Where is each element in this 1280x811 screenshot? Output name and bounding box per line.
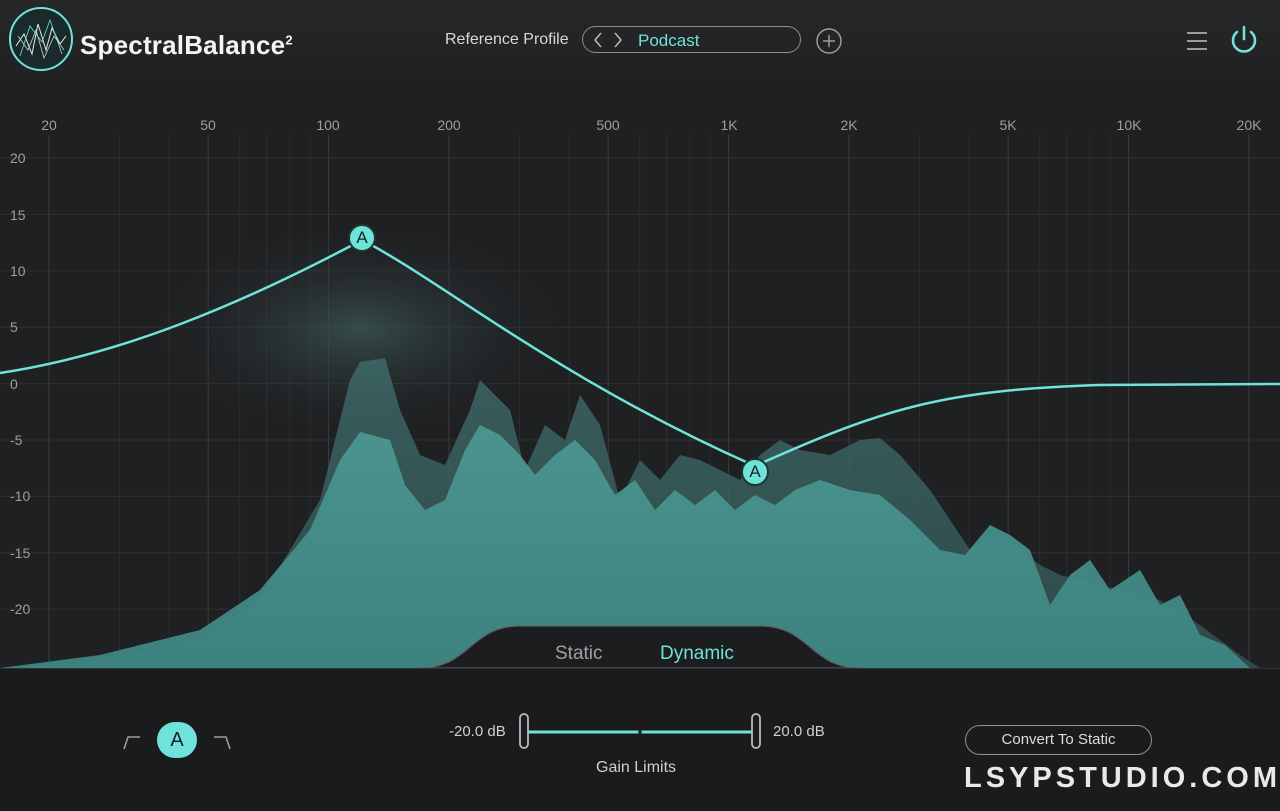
db-label: 10 (10, 263, 26, 279)
freq-label: 2K (840, 117, 858, 133)
eq-node-low[interactable]: A (348, 224, 376, 252)
spectrum-front (0, 425, 1250, 668)
freq-label: 200 (437, 117, 461, 133)
db-label: 0 (10, 376, 18, 392)
gain-max-value: 20.0 dB (773, 723, 825, 740)
low-shelf-icon[interactable] (120, 729, 144, 753)
app-title: SpectralBalance2 (80, 30, 293, 60)
reference-profile-selector[interactable] (582, 26, 801, 53)
chevron-right-icon[interactable] (610, 28, 626, 52)
plus-circle-icon[interactable] (815, 27, 843, 55)
band-selector[interactable]: A (157, 722, 197, 758)
freq-label: 20K (1236, 117, 1262, 133)
freq-label: 10K (1116, 117, 1142, 133)
gain-min-handle (519, 713, 529, 749)
db-label: -10 (10, 488, 31, 504)
freq-label: 100 (316, 117, 340, 133)
gain-max-handle (751, 713, 761, 749)
freq-label: 50 (200, 117, 216, 133)
app-title-superscript: 2 (285, 32, 293, 48)
watermark: LSYPSTUDIO.COM (964, 762, 1280, 794)
freq-label: 20 (41, 117, 57, 133)
freq-label: 5K (999, 117, 1017, 133)
freq-label: 500 (596, 117, 620, 133)
db-label: 5 (10, 319, 18, 335)
convert-to-static-button[interactable]: Convert To Static (965, 725, 1152, 755)
tab-static[interactable]: Static (555, 643, 603, 664)
db-label: 15 (10, 207, 26, 223)
mode-tab-notch (419, 625, 861, 668)
tab-dynamic[interactable]: Dynamic (660, 643, 734, 664)
logo-mark (9, 7, 73, 71)
reference-profile-value[interactable]: Podcast (638, 31, 700, 50)
bottom-panel (0, 668, 1280, 811)
eq-display[interactable]: 20 50 100 200 500 1K 2K 5K 10K 20K 20 15… (0, 80, 1280, 668)
db-label: -15 (10, 545, 31, 561)
chevron-left-icon[interactable] (590, 28, 606, 52)
gain-limits-label: Gain Limits (596, 759, 677, 776)
gain-limits-slider[interactable] (517, 712, 763, 752)
eq-node-mid[interactable]: A (741, 458, 769, 486)
menu-icon[interactable] (1185, 28, 1209, 54)
spectrum-canvas (0, 135, 1280, 668)
freq-label: 1K (720, 117, 738, 133)
high-shelf-icon[interactable] (210, 729, 234, 753)
reference-profile-label: Reference Profile (445, 31, 569, 48)
db-label: -5 (10, 432, 23, 448)
eq-curve (0, 238, 1280, 468)
gain-min-value: -20.0 dB (449, 723, 506, 740)
db-label: -20 (10, 601, 31, 617)
power-icon[interactable] (1227, 23, 1261, 57)
db-label: 20 (10, 150, 26, 166)
